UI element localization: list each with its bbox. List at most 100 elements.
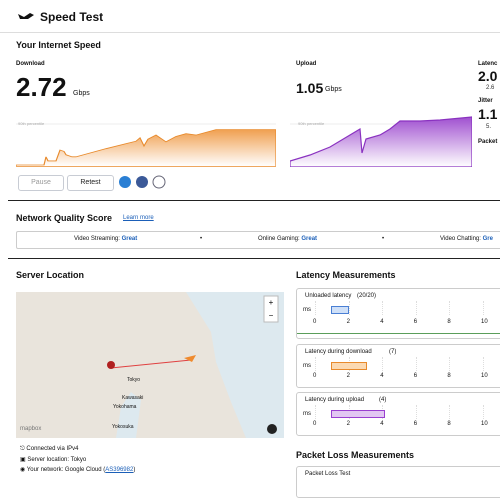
- quality-value: Great: [301, 236, 318, 242]
- grid-line: [315, 301, 316, 315]
- upload-label: Upload: [296, 61, 317, 67]
- tick-label: 10: [481, 373, 488, 379]
- map-label: Yokohama: [113, 404, 137, 410]
- packet-label: Packet: [478, 139, 498, 145]
- grid-line: [483, 405, 484, 419]
- section-title: Your Internet Speed: [16, 40, 101, 50]
- grid-line: [415, 357, 417, 371]
- info-text: Your network: Google Cloud (: [26, 467, 106, 473]
- tick-label: 2: [346, 319, 350, 325]
- baseline: [297, 333, 500, 334]
- tick-label: 2: [346, 421, 350, 427]
- app-title: Speed Test: [40, 10, 104, 24]
- latency-label: Latenc: [478, 61, 498, 67]
- grid-line: [483, 357, 484, 371]
- info-line: ⎋ Connected via IPv4: [20, 446, 79, 452]
- quality-label: Online Gaming:: [258, 236, 300, 242]
- unit-label: ms: [303, 307, 311, 313]
- tick-label: 4: [380, 373, 384, 379]
- divider: [8, 200, 500, 201]
- button-label: Retest: [80, 179, 101, 186]
- panel-count: (20/20): [357, 293, 377, 299]
- learn-more-link[interactable]: Learn more: [123, 215, 154, 221]
- panel-title: Unloaded latency: [305, 293, 352, 299]
- svg-text:−: −: [269, 311, 274, 320]
- tick-label: 4: [380, 421, 384, 427]
- download-label: Download: [16, 61, 45, 67]
- svg-text:+: +: [269, 298, 274, 307]
- grid-line: [348, 301, 350, 315]
- separator: •: [200, 236, 203, 242]
- grid-line: [315, 405, 316, 419]
- quality-item: Online Gaming: Great: [258, 236, 317, 242]
- map-label: Yokosuka: [112, 424, 134, 430]
- asn-link[interactable]: AS396982: [105, 467, 134, 473]
- jitter-value: 1.1: [478, 106, 498, 122]
- grid-line: [415, 301, 417, 315]
- separator: •: [382, 236, 385, 242]
- percentile: 90th percentile: [298, 121, 325, 126]
- tick-label: 8: [447, 319, 451, 325]
- latency-value: 2.0: [478, 68, 498, 84]
- quality-label: Video Streaming:: [74, 236, 120, 242]
- tick-label: 6: [413, 373, 418, 379]
- grid-line: [449, 301, 451, 315]
- section-title: Network Quality Score: [16, 213, 113, 223]
- tick-label: 8: [447, 373, 451, 379]
- box-plot: [331, 306, 349, 314]
- tick-label: 0: [313, 421, 317, 427]
- download-graph: [16, 123, 276, 167]
- grid-line: [483, 301, 484, 315]
- quality-label: Video Chatting:: [440, 236, 481, 242]
- info-text: Connected via IPv4: [26, 446, 79, 452]
- map: +−: [16, 292, 284, 438]
- info-line: ◉ Your network: Google Cloud (AS396982): [20, 467, 136, 473]
- tick-label: 0: [313, 373, 317, 379]
- tick-label: 0: [313, 319, 317, 325]
- packet-panel: Packet Loss Test: [296, 466, 500, 498]
- download-value: 2.72: [16, 72, 67, 102]
- panel-count: (7): [389, 349, 397, 355]
- tick-label: 10: [481, 319, 488, 325]
- tick-label: 6: [413, 421, 418, 427]
- panel-count: (4): [379, 397, 387, 403]
- map-label: Tokyo: [127, 377, 141, 383]
- divider: [8, 258, 500, 259]
- tick-label: 2: [346, 373, 350, 379]
- info-text: ): [133, 467, 136, 473]
- panel-title: Latency during download: [305, 349, 372, 355]
- tick-label: 10: [481, 421, 488, 427]
- share-icons[interactable]: [118, 175, 168, 191]
- pause-button[interactable]: Pause: [18, 175, 64, 191]
- percentile: 90th percentile: [18, 121, 45, 126]
- header-bar: [0, 0, 500, 33]
- tick-label: 4: [380, 319, 384, 325]
- quality-value: Great: [121, 236, 138, 242]
- latency-panel: Latency during upload (4) ms 0 2 4 6 8 10: [296, 392, 500, 436]
- panel-title: Packet Loss Test: [305, 471, 351, 477]
- latency-panel: Unloaded latency (20/20) ms 0 2 4 6 8 10: [296, 288, 500, 339]
- box-plot: [331, 362, 367, 370]
- upload-value: 1.05: [296, 80, 324, 96]
- latency-sub: 2.6: [486, 85, 495, 91]
- unit-label: ms: [303, 411, 311, 417]
- download-unit: Gbps: [73, 90, 90, 97]
- latency-panel: Latency during download (7) ms 0 2 4 6 8 10: [296, 344, 500, 388]
- grid-line: [449, 357, 451, 371]
- info-text: Server location: Tokyo: [27, 457, 87, 463]
- section-title: Latency Measurements: [296, 270, 396, 280]
- jitter-label: Jitter: [478, 98, 493, 104]
- grid-line: [415, 405, 417, 419]
- info-line: ▣ Server location: Tokyo: [20, 457, 87, 463]
- retest-button[interactable]: Retest: [67, 175, 114, 191]
- upload-graph: [290, 116, 472, 167]
- section-title: Server Location: [16, 270, 85, 280]
- grid-line: [449, 405, 451, 419]
- tick-label: 6: [413, 319, 418, 325]
- section-title: Packet Loss Measurements: [296, 450, 415, 460]
- unit-label: ms: [303, 363, 311, 369]
- upload-unit: Gbps: [325, 86, 342, 93]
- map-label: Kawasaki: [122, 395, 144, 401]
- grid-line: [382, 357, 384, 371]
